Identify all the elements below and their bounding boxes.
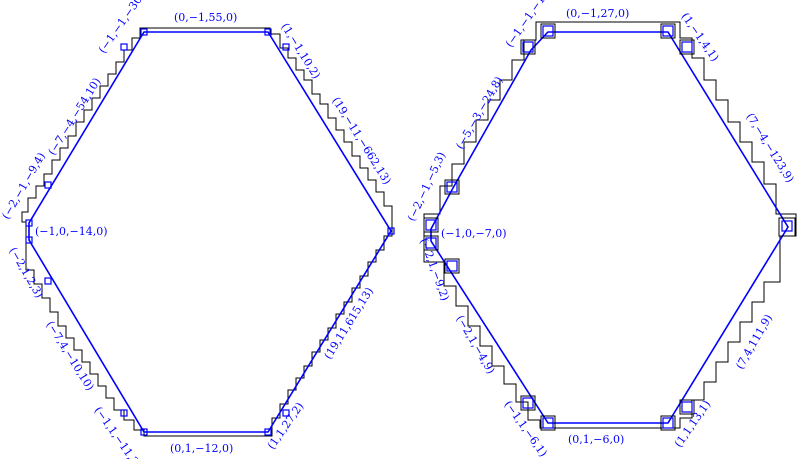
- left-label: (−7,−4,−54,10): [46, 75, 104, 157]
- right-label: (−2,−1,−5,3): [405, 150, 448, 223]
- left-vertex-marker: [387, 227, 395, 235]
- right-label: (−2,1,−4,9): [453, 313, 497, 376]
- left-label: (19,−11,−662,13): [329, 95, 393, 187]
- right-label: (−1,1,−6,1): [502, 398, 550, 459]
- left-label: (0,1,−12,0): [170, 442, 233, 455]
- left-label: (0,−1,55,0): [174, 11, 237, 24]
- right-vertex-marker: [520, 39, 536, 55]
- right-vertex-marker: [446, 260, 458, 272]
- left-vertex-marker: [120, 409, 128, 417]
- left-label: (1,−1,10,2): [278, 21, 323, 82]
- left-staircase-outline: [21, 27, 393, 437]
- right-vertex-marker: [542, 417, 554, 429]
- right-staircase-outline: [423, 21, 797, 429]
- right-vertex-marker: [444, 179, 460, 195]
- left-vertex-marker: [140, 28, 148, 36]
- right-vertex-marker: [522, 41, 534, 53]
- right-vertex-marker: [425, 237, 437, 249]
- right-vertex-marker: [423, 217, 439, 233]
- right-label: (−1,0,−7,0): [441, 227, 507, 240]
- left-vertex-marker: [264, 428, 272, 436]
- right-vertex-marker: [679, 399, 695, 415]
- right-vertex-marker: [778, 217, 796, 237]
- right-polygon: [430, 31, 789, 424]
- right-vertex-marker: [662, 417, 674, 429]
- right-diagram: (0,−1,27,0) (−1,−1,−15,1) (1,−1,4,1) (−5…: [405, 0, 797, 459]
- left-vertex-marker: [264, 28, 272, 36]
- right-vertex-marker: [425, 219, 437, 231]
- right-vertex-marker: [446, 181, 458, 193]
- left-vertex-marker: [282, 43, 290, 51]
- left-vertex-marker: [25, 236, 33, 244]
- right-vertex-marker: [444, 258, 460, 274]
- right-vertex-marker: [662, 25, 674, 37]
- left-label: (−1,1,−11,2): [92, 404, 144, 459]
- right-vertex-marker: [681, 401, 693, 413]
- right-vertex-marker: [542, 25, 554, 37]
- left-label: (19,11,615,13): [322, 285, 377, 361]
- right-vertex-marker: [660, 415, 676, 431]
- right-vertex-marker: [423, 235, 439, 251]
- right-label: (0,−1,27,0): [566, 7, 629, 20]
- right-vertex-marker: [681, 41, 693, 53]
- right-vertex-marker: [522, 397, 534, 409]
- left-vertex-marker: [282, 409, 290, 417]
- left-vertex-marker: [44, 277, 52, 285]
- right-vertex-marker: [520, 395, 536, 411]
- left-vertex-marker: [44, 181, 52, 189]
- right-label: (1,−1,4,1): [679, 10, 722, 64]
- left-label: (−1,0,−14,0): [35, 225, 108, 238]
- right-label: (0,1,−6,0): [568, 433, 624, 446]
- left-vertex-marker: [140, 428, 148, 436]
- left-label: (−7,4,−10,10): [43, 319, 96, 393]
- left-diagram: (0,−1,55,0) (−1,−1,−30,2) (1,−1,10,2) (−…: [0, 0, 395, 459]
- right-vertex-marker: [540, 415, 556, 431]
- right-vertex-marker: [660, 23, 676, 39]
- right-vertex-marker: [540, 23, 556, 39]
- left-vertex-marker: [120, 43, 128, 51]
- right-label: (7,−4,−123,9): [743, 111, 796, 185]
- right-vertex-marker: [679, 39, 695, 55]
- left-vertex-marker: [25, 219, 33, 227]
- right-vertex-marker: [781, 220, 793, 232]
